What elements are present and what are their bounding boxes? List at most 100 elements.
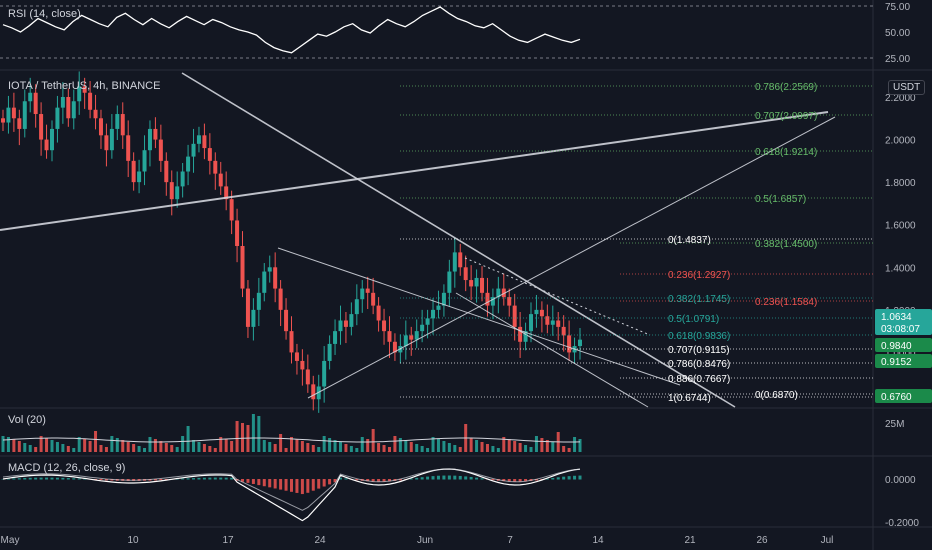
macd-histogram-bar xyxy=(23,477,27,480)
fib-level-label: 0.5(1.0791) xyxy=(668,314,719,325)
macd-histogram-bar xyxy=(344,478,348,480)
volume-bar xyxy=(377,443,381,452)
volume-bar xyxy=(39,436,43,452)
volume-bar xyxy=(344,444,348,452)
volume-label: Vol (20) xyxy=(8,414,46,426)
volume-bar xyxy=(192,440,196,452)
macd-histogram-bar xyxy=(322,479,326,487)
macd-histogram-bar xyxy=(268,479,272,488)
candle-body xyxy=(376,305,381,321)
macd-histogram-bar xyxy=(34,477,38,480)
volume-bar xyxy=(83,439,87,452)
macd-histogram-bar xyxy=(77,478,81,480)
candle-body xyxy=(469,280,474,287)
candle-body xyxy=(44,139,49,151)
candle-body xyxy=(284,309,289,332)
time-axis-label: 10 xyxy=(127,535,139,546)
candle-body xyxy=(142,150,147,172)
macd-histogram-bar xyxy=(366,479,370,482)
macd-histogram-bar xyxy=(306,479,310,493)
macd-histogram-bar xyxy=(28,477,32,480)
price-tag xyxy=(875,354,932,368)
volume-bar xyxy=(181,436,185,452)
macd-histogram-bar xyxy=(578,475,582,480)
volume-bar xyxy=(436,439,440,452)
macd-histogram-bar xyxy=(382,479,386,482)
rsi-line xyxy=(2,6,581,54)
price-tick-label: 1.6000 xyxy=(885,221,916,232)
volume-bar xyxy=(442,441,446,452)
candle-body xyxy=(431,309,436,319)
macd-line xyxy=(2,468,581,522)
volume-bar xyxy=(34,447,38,452)
volume-bar xyxy=(382,445,386,452)
fib-level-label: 0.5(1.6857) xyxy=(755,194,806,205)
macd-histogram-bar xyxy=(475,477,479,480)
volume-bar xyxy=(104,447,108,452)
candle-body xyxy=(1,118,5,123)
macd-histogram-bar xyxy=(502,479,506,482)
macd-histogram-bar xyxy=(39,477,43,480)
volume-bar xyxy=(295,439,299,452)
volume-bar xyxy=(50,440,54,452)
volume-bar xyxy=(235,421,239,452)
fib-level-label: 0.707(0.9115) xyxy=(668,345,730,356)
macd-histogram-bar xyxy=(556,477,560,480)
volume-bar xyxy=(502,437,506,452)
macd-histogram-bar xyxy=(328,479,332,485)
candle-body xyxy=(60,97,65,108)
volume-bar xyxy=(164,443,168,452)
candle-body xyxy=(523,331,528,342)
volume-bar xyxy=(398,438,402,452)
time-axis-label: Jun xyxy=(417,535,433,546)
macd-histogram-bar xyxy=(371,479,375,482)
macd-histogram-bar xyxy=(387,479,391,482)
macd-histogram-bar xyxy=(219,477,223,480)
candle-body xyxy=(458,252,463,268)
candle-body xyxy=(534,309,539,315)
candle-body xyxy=(262,271,267,293)
volume-bar xyxy=(491,446,495,452)
macd-histogram-bar xyxy=(295,479,299,493)
macd-histogram-bar xyxy=(415,477,419,480)
candle-body xyxy=(425,318,430,325)
candle-body xyxy=(414,331,419,340)
macd-histogram-bar xyxy=(311,479,315,491)
rsi-label: RSI (14, close) xyxy=(8,8,81,20)
candle-body xyxy=(305,369,310,385)
macd-histogram-bar xyxy=(66,478,70,480)
time-axis-label: 7 xyxy=(507,535,513,546)
time-axis-label: May xyxy=(1,535,20,546)
fib-level-label: 0.707(2.0997) xyxy=(755,111,817,122)
candle-body xyxy=(147,128,152,151)
macd-signal-line xyxy=(2,468,581,511)
time-axis-label: 24 xyxy=(314,535,326,546)
volume-bar xyxy=(159,441,163,452)
volume-bar xyxy=(61,444,65,452)
macd-histogram-bar xyxy=(251,479,255,484)
volume-bar xyxy=(480,442,484,452)
volume-ma-line xyxy=(2,437,581,443)
candle-body xyxy=(452,252,457,272)
currency-badge[interactable]: USDT xyxy=(888,80,926,95)
candle-body xyxy=(169,182,174,200)
macd-histogram-bar xyxy=(480,478,484,480)
volume-bar xyxy=(578,439,582,452)
volume-bar xyxy=(349,446,353,452)
candle-body xyxy=(507,297,512,306)
volume-bar xyxy=(300,441,304,452)
macd-histogram-bar xyxy=(398,479,402,481)
candle-body xyxy=(256,292,261,310)
candle-body xyxy=(556,320,561,327)
macd-histogram-bar xyxy=(453,475,457,480)
candle-body xyxy=(218,173,223,187)
price-tag-countdown: 03:08:07 xyxy=(881,324,920,335)
candle-body xyxy=(360,288,365,300)
price-tag xyxy=(875,338,932,352)
fib-level-label: 0.786(2.2569) xyxy=(755,82,817,93)
macd-label: MACD (12, 26, close, 9) xyxy=(8,462,126,474)
macd-histogram-bar xyxy=(208,477,212,480)
candle-body xyxy=(202,135,207,149)
volume-bar xyxy=(387,447,391,452)
volume-bar xyxy=(328,438,332,452)
